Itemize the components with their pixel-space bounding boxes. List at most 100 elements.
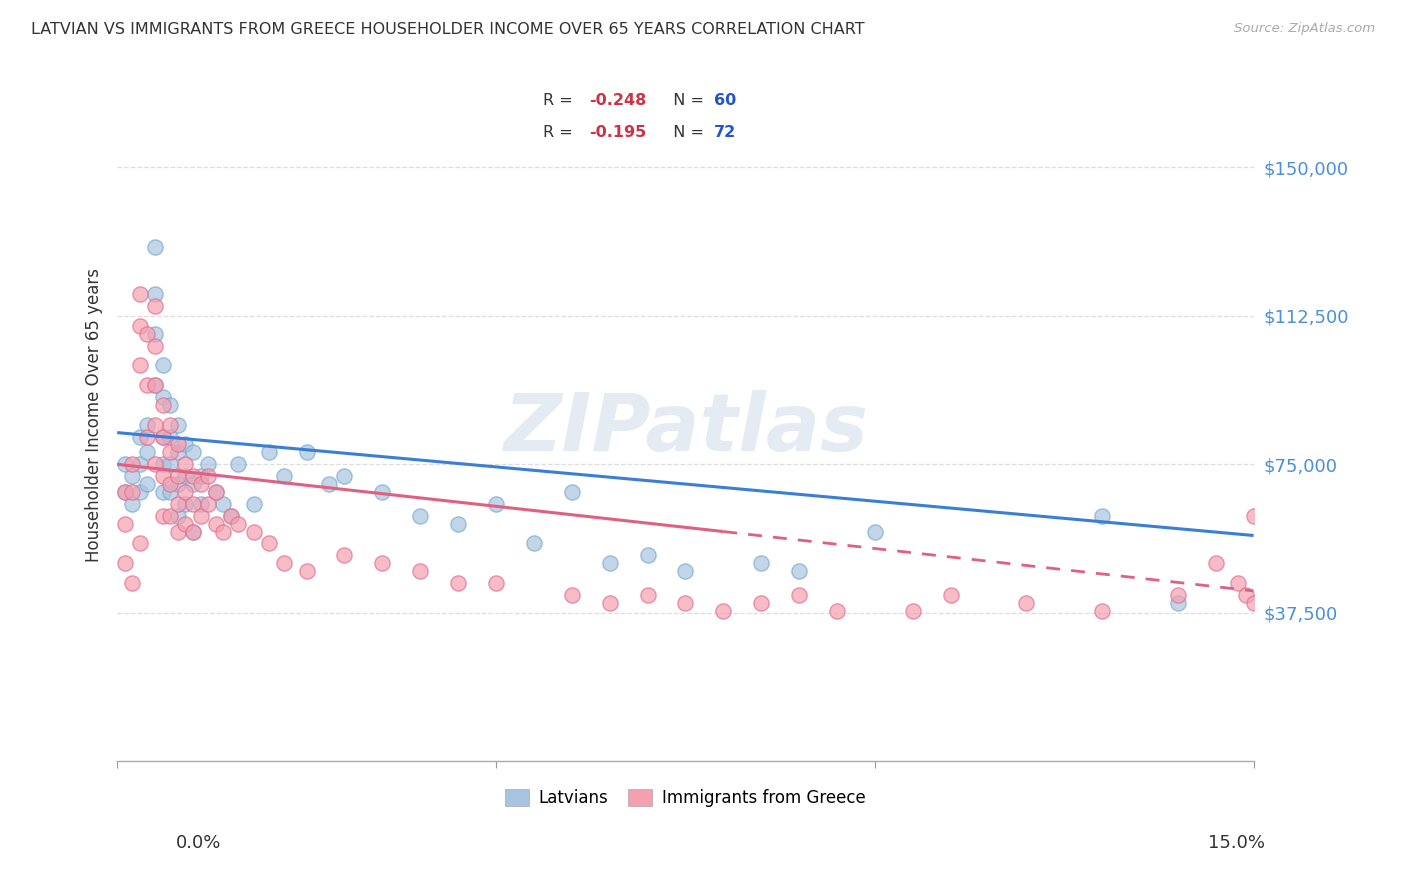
Point [129, 485, 152, 500]
Point [181, 477, 204, 491]
Point [121, 457, 143, 471]
Point [257, 536, 280, 550]
Point [114, 516, 136, 531]
Point [121, 469, 143, 483]
Point [181, 445, 204, 459]
Point [228, 457, 250, 471]
Point [166, 497, 188, 511]
Point [257, 445, 280, 459]
Point [152, 429, 174, 443]
Point [295, 445, 318, 459]
Point [152, 359, 174, 373]
Point [166, 445, 188, 459]
Point [159, 457, 181, 471]
Text: R =: R = [543, 125, 578, 140]
Point [152, 429, 174, 443]
Point [159, 417, 181, 432]
Point [159, 485, 181, 500]
Point [174, 497, 197, 511]
Point [143, 417, 166, 432]
Point [152, 469, 174, 483]
Point [1227, 576, 1250, 591]
Text: Source: ZipAtlas.com: Source: ZipAtlas.com [1234, 22, 1375, 36]
Point [181, 524, 204, 539]
Point [333, 549, 356, 563]
Point [1234, 588, 1257, 602]
Point [114, 457, 136, 471]
Point [159, 445, 181, 459]
Point [152, 485, 174, 500]
Point [219, 508, 242, 523]
Point [939, 588, 962, 602]
Point [143, 287, 166, 301]
Point [409, 564, 432, 578]
Text: N =: N = [662, 125, 709, 140]
Point [711, 604, 734, 618]
Point [637, 588, 659, 602]
Point [561, 485, 583, 500]
Point [204, 516, 226, 531]
Point [174, 516, 197, 531]
Text: LATVIAN VS IMMIGRANTS FROM GREECE HOUSEHOLDER INCOME OVER 65 YEARS CORRELATION C: LATVIAN VS IMMIGRANTS FROM GREECE HOUSEH… [31, 22, 865, 37]
Text: N =: N = [662, 93, 709, 108]
Point [863, 524, 886, 539]
Point [219, 508, 242, 523]
Point [129, 359, 152, 373]
Point [174, 469, 197, 483]
Point [166, 508, 188, 523]
Point [371, 485, 394, 500]
Point [1167, 588, 1189, 602]
Point [143, 378, 166, 392]
Point [181, 524, 204, 539]
Point [485, 576, 508, 591]
Point [1091, 604, 1114, 618]
Point [485, 497, 508, 511]
Point [129, 536, 152, 550]
Point [901, 604, 924, 618]
Point [152, 457, 174, 471]
Point [228, 516, 250, 531]
Point [523, 536, 546, 550]
Legend: Latvians, Immigrants from Greece: Latvians, Immigrants from Greece [496, 780, 873, 815]
Point [333, 469, 356, 483]
Point [447, 516, 470, 531]
Point [673, 596, 696, 610]
Text: 72: 72 [714, 125, 737, 140]
Point [159, 398, 181, 412]
Point [197, 469, 219, 483]
Point [273, 556, 295, 570]
Point [787, 564, 810, 578]
Point [114, 485, 136, 500]
Point [190, 477, 212, 491]
Point [212, 524, 235, 539]
Point [152, 508, 174, 523]
Point [197, 457, 219, 471]
Point [166, 469, 188, 483]
Y-axis label: Householder Income Over 65 years: Householder Income Over 65 years [86, 268, 103, 562]
Point [114, 556, 136, 570]
Point [561, 588, 583, 602]
Point [825, 604, 848, 618]
Point [749, 556, 772, 570]
Point [136, 445, 159, 459]
Point [152, 390, 174, 404]
Point [129, 457, 152, 471]
Point [787, 588, 810, 602]
Point [159, 429, 181, 443]
Point [121, 485, 143, 500]
Point [273, 469, 295, 483]
Point [159, 508, 181, 523]
Point [129, 429, 152, 443]
Point [166, 417, 188, 432]
Point [174, 485, 197, 500]
Point [136, 429, 159, 443]
Point [204, 485, 226, 500]
Point [114, 485, 136, 500]
Point [174, 437, 197, 451]
Point [190, 497, 212, 511]
Point [166, 437, 188, 451]
Point [190, 508, 212, 523]
Point [447, 576, 470, 591]
Point [204, 485, 226, 500]
Point [242, 497, 264, 511]
